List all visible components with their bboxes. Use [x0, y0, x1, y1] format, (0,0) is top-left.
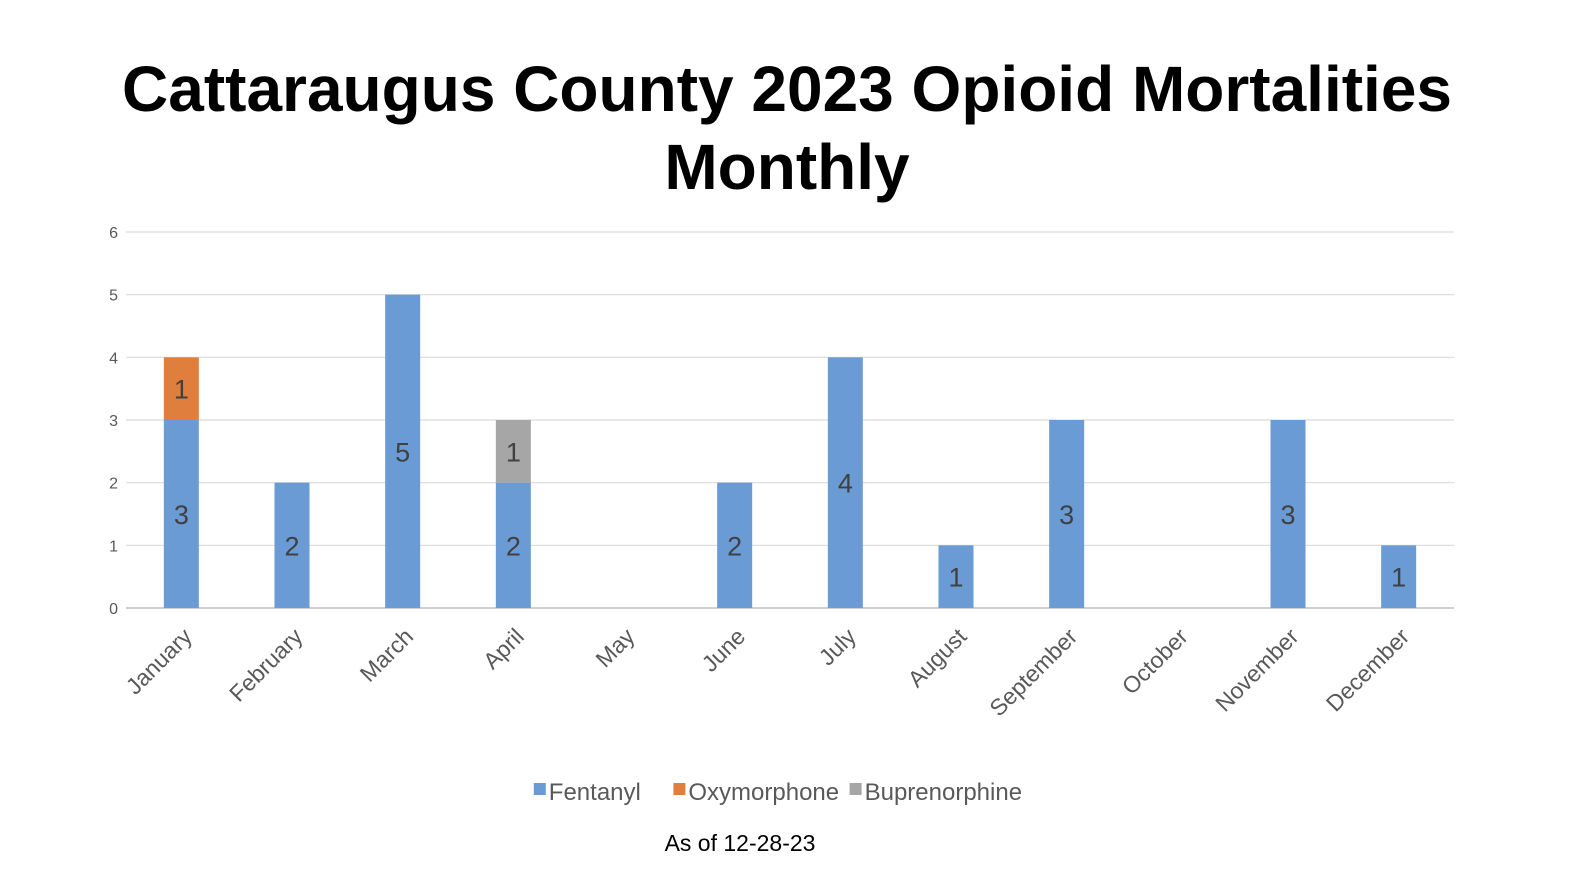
bar-buprenorphine: [495, 420, 531, 483]
bar-fentanyl: [385, 294, 421, 608]
x-tick-label: August: [903, 623, 972, 692]
data-label: 5: [395, 437, 410, 467]
bar-fentanyl: [827, 357, 863, 608]
data-label: 3: [1280, 500, 1295, 530]
bar-fentanyl: [717, 482, 753, 608]
data-label: 3: [174, 500, 189, 530]
data-label: 2: [727, 531, 742, 561]
bar-fentanyl: [1049, 420, 1085, 608]
bar-fentanyl: [938, 545, 974, 608]
legend-swatch-fentanyl: [533, 783, 546, 795]
bar-fentanyl: [274, 482, 310, 608]
data-label: 1: [506, 437, 521, 467]
bar-fentanyl: [163, 420, 199, 608]
y-tick-label: 6: [109, 225, 118, 242]
legend-swatch-oxymorphone: [673, 783, 686, 795]
y-tick-label: 4: [109, 350, 118, 367]
y-tick-label: 1: [109, 538, 118, 555]
data-label: 1: [948, 563, 963, 593]
legend-label-fentanyl: Fentanyl: [549, 779, 641, 806]
x-tick-label: March: [355, 623, 419, 687]
chart-title-line-1: Cattaraugus County 2023 Opioid Mortaliti…: [122, 53, 1452, 125]
x-tick-label: November: [1210, 623, 1304, 717]
x-tick-label: July: [814, 623, 862, 671]
y-tick-label: 5: [109, 288, 118, 305]
legend-label-buprenorphine: Buprenorphine: [865, 779, 1022, 806]
x-tick-label: June: [697, 623, 751, 677]
bar-oxymorphone: [163, 357, 199, 420]
data-label: 1: [1391, 563, 1406, 593]
bar-fentanyl: [1270, 420, 1306, 608]
x-tick-label: December: [1321, 623, 1415, 717]
data-label: 1: [174, 375, 189, 405]
y-tick-label: 3: [109, 413, 118, 430]
data-label: 2: [506, 531, 521, 561]
bar-fentanyl: [495, 482, 531, 608]
data-label: 4: [838, 469, 853, 499]
x-tick-label: October: [1117, 623, 1193, 699]
x-tick-label: January: [121, 623, 198, 700]
x-tick-label: September: [984, 623, 1082, 721]
x-tick-label: February: [224, 623, 308, 707]
x-tick-label: April: [478, 623, 529, 674]
bar-fentanyl: [1381, 545, 1417, 608]
y-tick-label: 2: [109, 476, 118, 493]
data-label: 3: [1059, 500, 1074, 530]
y-tick-label: 0: [109, 601, 118, 618]
x-tick-label: May: [590, 623, 639, 672]
data-label: 2: [284, 531, 299, 561]
legend-label-oxymorphone: Oxymorphone: [688, 779, 839, 806]
legend-swatch-buprenorphine: [849, 783, 862, 795]
footnote: As of 12-28-23: [664, 830, 816, 856]
chart-title-line-2: Monthly: [664, 131, 910, 203]
chart-title: Cattaraugus County 2023 Opioid Mortaliti…: [0, 50, 1574, 206]
